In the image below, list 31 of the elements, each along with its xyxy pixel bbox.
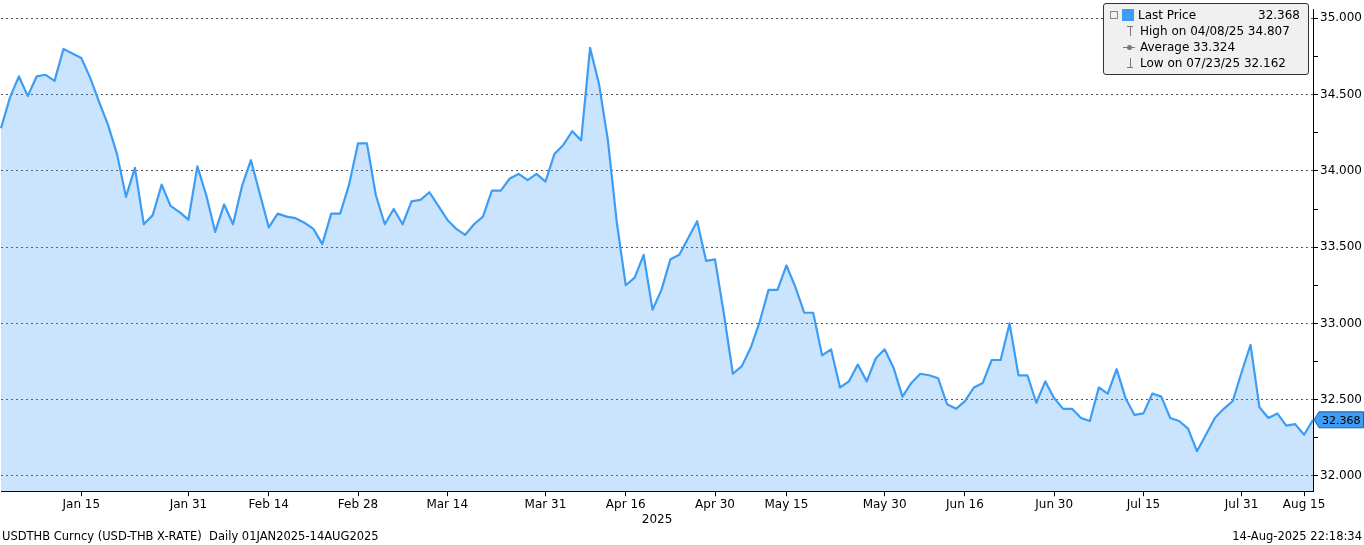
x-tick-label: Mar 31	[524, 496, 567, 511]
x-axis-title: 2025	[641, 511, 673, 526]
x-tick-label: Mar 14	[426, 496, 469, 511]
y-tick-label: 34.000	[1320, 163, 1363, 178]
x-tick-label: Jul 31	[1223, 496, 1259, 511]
x-tick-label: Jun 16	[945, 496, 984, 511]
x-tick-label: Jun 30	[1034, 496, 1074, 511]
legend-label: Last Price	[1138, 7, 1198, 23]
x-tick-label: May 30	[862, 496, 907, 511]
text: USDTHB Curncy (USD-THB X-RATE) Daily 01JAN2025-14AUG2025	[2, 529, 379, 543]
y-tick-label: 35.000	[1320, 10, 1363, 25]
x-tick-label: Apr 16	[605, 496, 646, 511]
text: 32.368	[1322, 413, 1361, 427]
y-tick-label: 33.500	[1320, 239, 1363, 254]
y-tick-label: 32.000	[1320, 468, 1363, 483]
x-tick-label: Jan 31	[168, 496, 208, 511]
annotation: High on 04/08/25 34.807	[1140, 23, 1290, 39]
x-tick-label: Feb 28	[337, 496, 379, 511]
y-tick-label: 34.500	[1320, 86, 1363, 101]
y-tick-label: 32.500	[1320, 391, 1363, 406]
x-tick-label: Aug 15	[1282, 496, 1326, 511]
text: 14-Aug-2025 22:18:34	[1232, 529, 1362, 543]
x-tick-label: Jul 15	[1125, 496, 1161, 511]
x-tick-label: Jan 15	[61, 496, 101, 511]
x-tick-label: Apr 30	[695, 496, 735, 511]
annotation: Average 33.324	[1140, 39, 1236, 55]
y-tick-label: 33.000	[1320, 315, 1363, 330]
x-tick-label: Feb 14	[248, 496, 289, 511]
annotation: Low on 07/23/25 32.162	[1140, 55, 1286, 71]
annotation: 32.368	[1258, 7, 1300, 23]
x-tick-label: May 15	[764, 496, 809, 511]
